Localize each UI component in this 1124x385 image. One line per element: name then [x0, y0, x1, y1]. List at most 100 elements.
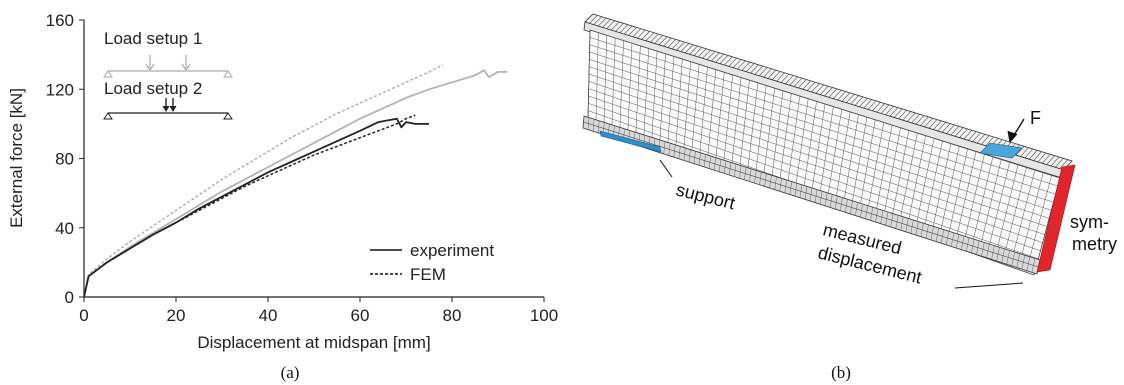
mesh-line: [893, 108, 903, 118]
mesh-line: [828, 88, 838, 98]
mesh-line: [1042, 154, 1051, 164]
mesh-line: [841, 92, 851, 102]
mesh-line: [850, 95, 859, 105]
mesh-line: [776, 72, 785, 82]
mesh-line: [1028, 150, 1038, 160]
mesh-line: [920, 116, 929, 126]
series-line-experiment-load-setup-2: [84, 117, 429, 297]
mesh-line: [645, 32, 655, 42]
mesh-line: [606, 20, 615, 29]
series-line-experiment-load-setup-1: [84, 69, 508, 297]
mesh-line: [772, 71, 781, 81]
mesh-line: [846, 93, 855, 103]
mesh-line: [981, 135, 990, 145]
legend-label-fem: FEM: [410, 265, 446, 284]
mesh-line: [632, 28, 642, 37]
mesh-line: [610, 21, 620, 31]
mesh-line: [924, 118, 933, 128]
mesh-line: [889, 107, 899, 117]
y-tick-label: 160: [46, 11, 74, 30]
mesh-line: [698, 48, 707, 58]
mesh-line: [663, 37, 672, 47]
mesh-line: [872, 102, 881, 111]
mesh-line: [972, 132, 981, 142]
x-tick-label: 20: [167, 306, 186, 325]
mesh-line: [802, 80, 811, 90]
series-layer: [84, 64, 508, 297]
mesh-line: [758, 67, 768, 77]
mesh-line: [937, 122, 946, 132]
x-tick-labels: 0 20 40 60 80 100: [79, 297, 558, 325]
mesh-line: [859, 98, 868, 107]
mesh-line: [941, 123, 951, 133]
mesh-line: [793, 77, 803, 87]
load-setup-1-label: Load setup 1: [104, 29, 202, 48]
y-tick-label: 0: [65, 288, 74, 307]
mesh-line: [754, 65, 764, 75]
y-tick-label: 80: [55, 150, 74, 169]
mesh-line: [911, 114, 920, 124]
beam-model-panel-b: support measured displacement sym- metry…: [582, 13, 1117, 382]
caption-a: (a): [281, 363, 300, 382]
mesh-line: [954, 127, 964, 137]
mesh-line: [593, 16, 602, 25]
mesh-line: [1015, 146, 1025, 156]
support-leader-line: [659, 159, 673, 178]
mesh-line: [1046, 155, 1055, 165]
mesh-line: [728, 57, 737, 67]
mesh-line: [588, 88, 1043, 243]
mesh-line: [876, 103, 885, 113]
load-setup-2-beam: [103, 98, 233, 120]
mesh-line: [806, 81, 816, 91]
x-tick-label: 80: [443, 306, 462, 325]
mesh-line: [1055, 158, 1064, 168]
mesh-line: [928, 119, 938, 129]
mesh-line: [589, 66, 1050, 219]
symmetry-label-line2: metry: [1072, 234, 1117, 254]
mesh-line: [767, 69, 777, 79]
mesh-line: [789, 76, 798, 86]
mesh-line: [719, 55, 729, 64]
force-arrow: [1007, 118, 1025, 144]
y-tick-label: 120: [46, 80, 74, 99]
legend-label-experiment: experiment: [410, 241, 494, 260]
mesh-line: [737, 60, 746, 70]
chart-legend: experiment FEM: [370, 241, 494, 284]
mesh-line: [780, 73, 790, 83]
mesh-line: [1037, 152, 1047, 163]
load-patch: [979, 142, 1023, 159]
mesh-line: [880, 104, 890, 114]
mesh-line: [711, 52, 720, 62]
mesh-line: [637, 29, 646, 39]
mesh-line: [1050, 156, 1060, 167]
beam-mesh: [582, 13, 1073, 276]
y-tick-labels: 0 40 80 120 160: [46, 11, 84, 307]
mesh-line: [583, 121, 1039, 268]
mesh-line: [658, 36, 668, 46]
mesh-line: [602, 19, 611, 28]
symmetry-plane: [1036, 164, 1076, 273]
series-line-fem-load-setup-1: [84, 64, 444, 297]
mesh-line: [833, 89, 842, 99]
mesh-line: [588, 103, 1039, 260]
x-tick-label: 100: [530, 306, 558, 325]
mesh-line: [959, 128, 968, 138]
x-tick-label: 60: [351, 306, 370, 325]
mesh-line: [689, 45, 698, 55]
support-label: support: [674, 179, 737, 213]
mesh-line: [785, 75, 794, 85]
measured-leader-line: [954, 282, 1024, 289]
mesh-line: [1033, 151, 1042, 161]
load-setup-1-beam: [103, 55, 233, 78]
mesh-line: [702, 49, 711, 59]
mesh-line: [967, 131, 977, 141]
mesh-line: [615, 23, 624, 32]
mesh-line: [589, 44, 1056, 195]
mesh-line: [837, 91, 846, 101]
mesh-line: [693, 47, 703, 56]
mesh-line: [588, 73, 1048, 227]
mesh-line: [684, 44, 694, 54]
mesh-line: [933, 120, 942, 130]
mesh-line: [671, 40, 681, 50]
mesh-line: [588, 95, 1041, 251]
